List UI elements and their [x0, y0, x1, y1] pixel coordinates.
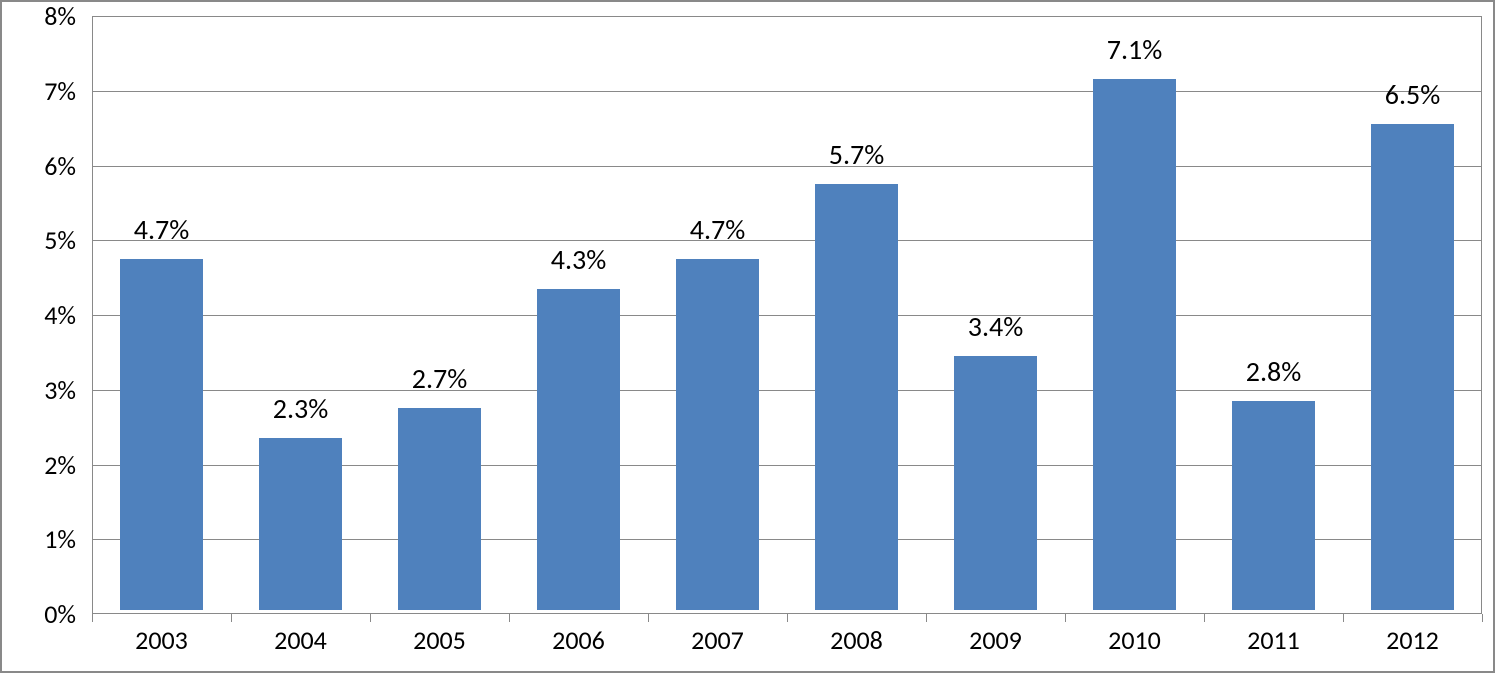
- x-tick-separator: [1204, 614, 1205, 622]
- y-tick-label: 6%: [44, 150, 76, 182]
- bar: [259, 438, 342, 610]
- bar: [1371, 124, 1454, 610]
- data-label: 2.3%: [273, 391, 328, 426]
- x-tick-separator: [509, 614, 510, 622]
- x-tick-separator: [1065, 614, 1066, 622]
- y-tick-label: 7%: [44, 75, 76, 107]
- data-label: 7.1%: [1107, 32, 1162, 67]
- bar: [954, 356, 1037, 610]
- bar: [398, 408, 481, 610]
- y-tick-label: 4%: [44, 299, 76, 331]
- gridline: [92, 166, 1482, 167]
- x-tick-label: 2008: [830, 624, 883, 656]
- x-tick-label: 2004: [274, 624, 327, 656]
- bar: [537, 289, 620, 610]
- bar: [1232, 401, 1315, 610]
- x-tick-label: 2007: [691, 624, 744, 656]
- bar: [120, 259, 203, 610]
- x-tick-label: 2006: [552, 624, 605, 656]
- x-tick-label: 2009: [969, 624, 1022, 656]
- x-tick-separator: [231, 614, 232, 622]
- data-label: 4.7%: [134, 212, 189, 247]
- y-tick-label: 2%: [44, 449, 76, 481]
- y-tick-label: 8%: [44, 0, 76, 32]
- x-tick-separator: [926, 614, 927, 622]
- y-tick-label: 0%: [44, 598, 76, 630]
- x-tick-label: 2010: [1108, 624, 1161, 656]
- bar: [815, 184, 898, 610]
- bar: [676, 259, 759, 610]
- x-tick-separator: [92, 614, 93, 622]
- x-tick-label: 2012: [1386, 624, 1439, 656]
- y-tick-label: 5%: [44, 224, 76, 256]
- x-tick-separator: [787, 614, 788, 622]
- data-label: 4.3%: [551, 242, 606, 277]
- gridline: [92, 240, 1482, 241]
- x-tick-separator: [1482, 614, 1483, 622]
- x-tick-separator: [648, 614, 649, 622]
- y-tick-label: 1%: [44, 523, 76, 555]
- data-label: 6.5%: [1385, 77, 1440, 112]
- data-label: 3.4%: [968, 309, 1023, 344]
- x-tick-label: 2005: [413, 624, 466, 656]
- x-tick-label: 2003: [135, 624, 188, 656]
- data-label: 2.7%: [412, 361, 467, 396]
- gridline: [92, 91, 1482, 92]
- bar: [1093, 79, 1176, 610]
- data-label: 5.7%: [829, 137, 884, 172]
- bar-chart: 0% 1% 2% 3% 4% 5% 6% 7% 8% 4.7% 2003 2.3% 2004 2.7% 20…: [0, 0, 1495, 673]
- data-label: 2.8%: [1246, 354, 1301, 389]
- x-tick-label: 2011: [1247, 624, 1300, 656]
- x-tick-separator: [1343, 614, 1344, 622]
- gridline: [92, 315, 1482, 316]
- data-label: 4.7%: [690, 212, 745, 247]
- y-tick-label: 3%: [44, 374, 76, 406]
- x-tick-separator: [370, 614, 371, 622]
